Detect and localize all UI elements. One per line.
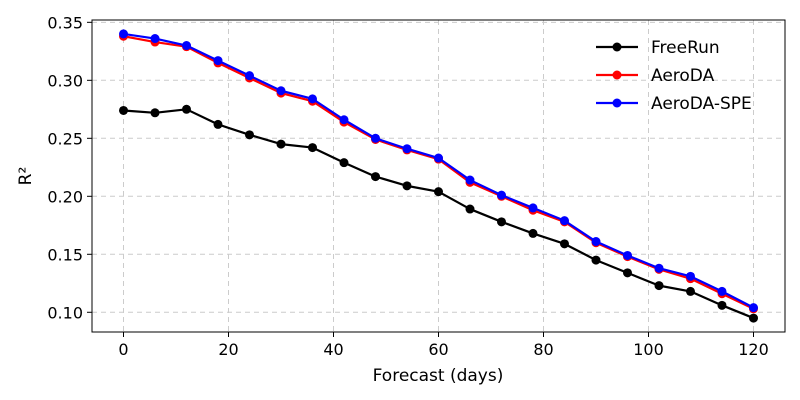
data-point — [308, 94, 317, 104]
data-point — [654, 281, 664, 291]
data-point — [182, 41, 191, 51]
x-tick-label: 0 — [118, 340, 128, 359]
data-point — [339, 115, 349, 125]
data-point — [497, 217, 506, 227]
data-point — [717, 286, 727, 296]
y-tick-label: 0.15 — [47, 245, 83, 264]
series-layer — [119, 29, 758, 323]
data-point — [402, 181, 412, 191]
data-point — [560, 239, 569, 249]
data-point — [213, 56, 223, 66]
y-tick-label: 0.30 — [47, 71, 83, 90]
data-point — [465, 204, 475, 214]
legend-label: AeroDA-SPE — [651, 94, 752, 114]
data-point — [245, 71, 254, 81]
data-point — [749, 313, 758, 323]
legend-item: FreeRun — [596, 38, 720, 58]
data-point — [402, 144, 412, 154]
data-point — [276, 139, 286, 149]
x-tick-label: 100 — [633, 340, 664, 359]
y-tick-label: 0.25 — [47, 129, 83, 148]
data-point — [654, 263, 664, 273]
data-point — [182, 104, 191, 114]
data-point — [717, 300, 727, 310]
series-freerun — [119, 104, 758, 323]
data-point — [213, 119, 223, 129]
data-point — [434, 153, 443, 163]
y-axis: 0.10 0.15 0.20 0.25 0.30 0.35 — [47, 13, 92, 322]
legend-label: FreeRun — [651, 38, 720, 58]
data-point — [465, 175, 475, 185]
legend-item: AeroDA — [596, 66, 715, 86]
data-point — [591, 237, 601, 247]
legend-label: AeroDA — [651, 66, 715, 86]
data-point — [339, 158, 349, 168]
data-point — [623, 250, 632, 260]
data-point — [371, 172, 380, 182]
data-point — [119, 29, 128, 39]
legend-marker — [612, 70, 622, 80]
data-point — [434, 187, 443, 197]
data-point — [749, 303, 758, 313]
legend-item: AeroDA-SPE — [596, 94, 752, 114]
y-axis-title: R² — [16, 167, 36, 186]
y-tick-label: 0.35 — [47, 13, 83, 32]
x-tick-label: 120 — [738, 340, 769, 359]
x-tick-label: 80 — [533, 340, 553, 359]
grid-lines — [92, 20, 785, 332]
data-point — [591, 255, 601, 265]
data-point — [686, 271, 695, 281]
y-tick-label: 0.20 — [47, 187, 83, 206]
data-point — [686, 286, 695, 296]
x-axis: 0 20 40 60 80 100 120 — [118, 332, 769, 359]
data-point — [150, 108, 160, 118]
data-point — [560, 216, 569, 226]
data-point — [528, 228, 538, 238]
data-point — [150, 34, 160, 44]
data-point — [276, 86, 286, 96]
data-point — [119, 105, 128, 115]
data-point — [308, 143, 317, 153]
data-point — [528, 203, 538, 213]
data-point — [497, 190, 506, 200]
legend-marker — [612, 42, 622, 52]
x-tick-label: 20 — [218, 340, 238, 359]
data-point — [371, 133, 380, 143]
legend: FreeRun AeroDA AeroDA-SPE — [596, 38, 752, 114]
data-point — [245, 130, 254, 140]
series-aeroda-spe — [119, 29, 758, 313]
x-axis-title: Forecast (days) — [373, 366, 504, 386]
x-tick-label: 60 — [428, 340, 448, 359]
data-point — [623, 268, 632, 278]
x-tick-label: 40 — [323, 340, 343, 359]
legend-marker — [612, 98, 622, 108]
y-tick-label: 0.10 — [47, 303, 83, 322]
